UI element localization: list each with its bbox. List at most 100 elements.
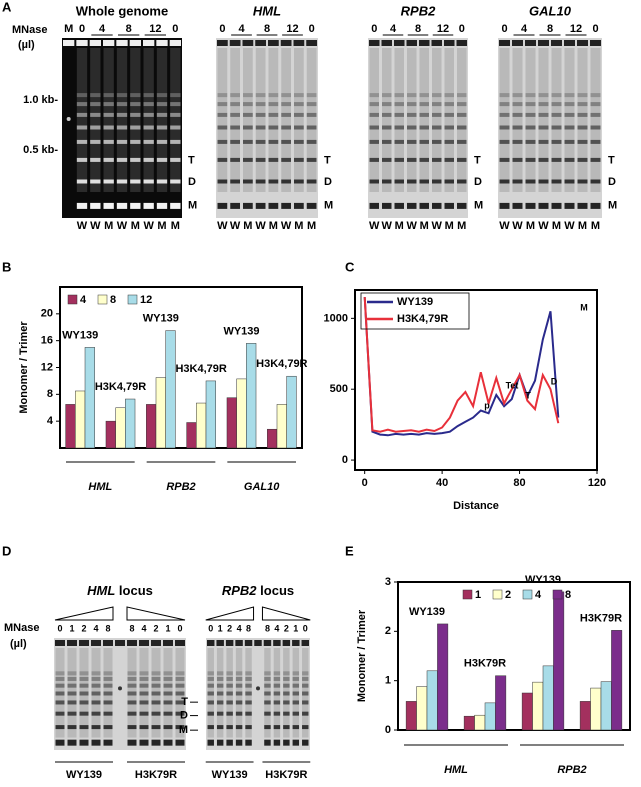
gel-well: [273, 640, 281, 646]
lane-label: W: [369, 220, 380, 232]
gel-band: [302, 711, 309, 716]
gel-band: [457, 112, 467, 117]
category-label: H3K79R: [580, 612, 622, 624]
gel-well: [551, 40, 562, 46]
gel-band: [116, 202, 128, 209]
gel-band: [306, 157, 317, 162]
category-label: H3K4,79R: [95, 381, 146, 393]
y-tick-label: 20: [41, 308, 53, 320]
gel-band: [216, 691, 224, 696]
gel-band: [292, 700, 300, 705]
gel-band: [207, 671, 214, 676]
gel-band: [306, 179, 317, 184]
gel-band: [103, 739, 113, 746]
group-label: HML: [88, 481, 112, 493]
gel-band: [538, 157, 549, 162]
gel-band: [175, 676, 185, 681]
gel-well: [394, 40, 405, 46]
gel-band: [55, 739, 65, 746]
bar: [125, 398, 136, 449]
gel-band: [245, 739, 252, 746]
gel-band: [302, 725, 309, 730]
gel-band: [91, 676, 101, 681]
gel-smear: [116, 48, 128, 192]
gel-band: [294, 93, 304, 98]
dose-label: 0: [371, 23, 377, 35]
gel-band: [577, 125, 588, 130]
annotation: M: [580, 302, 588, 312]
gel-band: [130, 139, 141, 144]
category-label: H3K4,79R: [175, 363, 226, 375]
strain-label: H3K79R: [135, 769, 177, 781]
gel-well: [419, 40, 430, 46]
gel-band: [130, 93, 141, 98]
gel-band: [302, 739, 309, 746]
gel-band: [292, 683, 300, 688]
gel-band: [525, 139, 536, 144]
band-label: T: [324, 154, 331, 166]
gel-band: [394, 102, 404, 107]
gel-band: [306, 93, 317, 98]
dose-label: 0: [79, 23, 85, 35]
gel-band: [55, 676, 65, 681]
gel-band: [127, 691, 137, 696]
dose-label: 2: [284, 623, 289, 633]
gel-band: [156, 139, 168, 144]
x-tick-label: 80: [513, 477, 525, 489]
gel-band: [156, 157, 168, 162]
gel-smear: [432, 48, 442, 192]
gel-band: [245, 691, 252, 696]
gel-band: [394, 93, 404, 98]
gel-band: [127, 700, 137, 705]
gel-band: [217, 157, 228, 162]
gel-band: [90, 125, 101, 130]
gel-band: [103, 711, 113, 716]
gel-band: [243, 102, 253, 107]
gel-band: [273, 671, 281, 676]
category-label: WY139: [143, 313, 179, 325]
gel-band: [512, 93, 523, 98]
dose-label: 12: [149, 23, 161, 35]
dose-label: 1: [218, 623, 223, 633]
gel-band: [67, 683, 77, 688]
mnase-label: MNase: [12, 24, 47, 36]
gel-band: [525, 179, 536, 184]
gel-band: [170, 102, 181, 107]
gel-well: [175, 640, 185, 646]
y-tick-label: 3: [385, 576, 391, 588]
gel-band: [283, 691, 290, 696]
gel-band: [302, 691, 309, 696]
gel-title-gene: RPB2: [222, 583, 257, 598]
bar: [600, 681, 612, 731]
gel-band: [245, 683, 252, 688]
gel-band: [130, 102, 141, 107]
gel-band: [143, 157, 154, 162]
bar: [146, 404, 157, 449]
gel-band: [577, 202, 588, 209]
dose-label: 4: [93, 623, 98, 633]
bar: [579, 701, 591, 731]
gel-band: [292, 711, 300, 716]
lane-label: W: [217, 220, 228, 232]
gel-band: [382, 112, 392, 117]
bar: [205, 380, 216, 449]
gel-band: [170, 179, 181, 184]
gel-band: [235, 671, 243, 676]
gel-well: [301, 640, 309, 646]
gel-band: [163, 671, 173, 676]
gel-title-gene: HML: [87, 583, 115, 598]
y-axis-label: Monomer / Trimer: [356, 609, 368, 702]
gel-band: [577, 112, 588, 117]
gel-band: [273, 739, 281, 746]
gel-band: [444, 202, 454, 209]
gel-smear: [499, 48, 510, 192]
gel-smear: [268, 48, 279, 192]
gel-band: [294, 112, 304, 117]
gel-band: [457, 157, 467, 162]
gel-band: [116, 139, 128, 144]
lane-label: M: [131, 220, 140, 232]
gel-band: [130, 112, 141, 117]
gel-well: [163, 640, 173, 646]
panel-label: A: [2, 0, 12, 14]
